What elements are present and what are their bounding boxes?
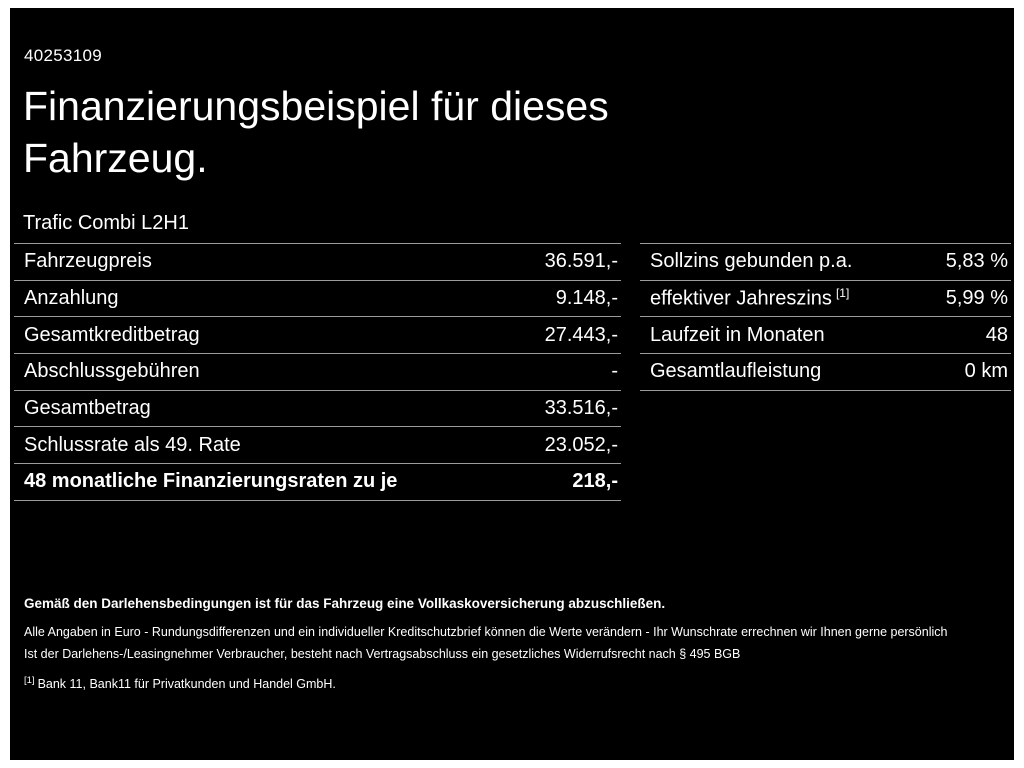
row-value: 36.591,-: [544, 250, 618, 273]
footer-disclaimer: Gemäß den Darlehensbedingungen ist für d…: [24, 596, 1004, 691]
row-label: Abschlussgebühren: [24, 360, 200, 383]
footnote-marker: [1]: [24, 674, 35, 686]
table-row: Schlussrate als 49. Rate 23.052,-: [14, 426, 621, 463]
finance-example-panel: 40253109 Finanzierungsbeispiel für diese…: [10, 8, 1014, 760]
footer-footnote: [1] Bank 11, Bank11 für Privatkunden und …: [24, 675, 1004, 691]
finance-table-right: Sollzins gebunden p.a. 5,83 % effektiver…: [640, 243, 1011, 391]
page-title-line-2: Fahrzeug.: [23, 135, 208, 181]
table-row: Laufzeit in Monaten 48: [640, 316, 1011, 353]
vehicle-model: Trafic Combi L2H1: [23, 212, 189, 234]
row-label: Gesamtlaufleistung: [650, 360, 822, 383]
footer-note-1: Alle Angaben in Euro - Rundungsdifferenz…: [24, 625, 948, 639]
row-label: Gesamtbetrag: [24, 397, 151, 420]
footer-insurance-note: Gemäß den Darlehensbedingungen ist für d…: [24, 596, 666, 611]
table-row: Gesamtbetrag 33.516,-: [14, 389, 621, 427]
row-value: 218,-: [572, 470, 618, 493]
row-value: 5,99 %: [945, 287, 1008, 310]
row-label: effektiver Jahreszins [1]: [650, 286, 850, 310]
table-row: Fahrzeugpreis 36.591,-: [14, 243, 621, 280]
table-row: effektiver Jahreszins [1] 5,99 %: [640, 279, 1011, 317]
table-row-monthly-rate: 48 monatliche Finanzierungsraten zu je 2…: [14, 463, 621, 500]
row-label: Sollzins gebunden p.a.: [650, 250, 853, 273]
table-row: Abschlussgebühren -: [14, 353, 621, 390]
footnote-text: Bank 11, Bank11 für Privatkunden und Han…: [37, 676, 336, 691]
row-label: Laufzeit in Monaten: [650, 323, 825, 346]
footnote-reference: [1]: [835, 286, 850, 301]
table-row: Gesamtkreditbetrag 27.443,-: [14, 316, 621, 353]
row-value: 27.443,-: [544, 323, 618, 346]
footer-note-2: Ist der Darlehens-/Leasingnehmer Verbrau…: [24, 646, 741, 661]
row-value: 23.052,-: [544, 433, 618, 456]
row-label: Anzahlung: [24, 287, 119, 310]
row-value: 33.516,-: [544, 397, 618, 420]
row-label: 48 monatliche Finanzierungsraten zu je: [24, 470, 398, 493]
row-label: Fahrzeugpreis: [24, 250, 152, 273]
row-value: 9.148,-: [555, 287, 618, 310]
page-title: Finanzierungsbeispiel für dieses Fahrzeu…: [23, 80, 609, 184]
row-label: Schlussrate als 49. Rate: [24, 433, 241, 456]
table-row: Sollzins gebunden p.a. 5,83 %: [640, 243, 1011, 280]
table-row: Gesamtlaufleistung 0 km: [640, 353, 1011, 390]
page-title-line-1: Finanzierungsbeispiel für dieses: [23, 83, 609, 129]
row-value: 0 km: [964, 360, 1008, 383]
finance-table-left: Fahrzeugpreis 36.591,- Anzahlung 9.148,-…: [14, 243, 621, 501]
table-row: Anzahlung 9.148,-: [14, 279, 621, 317]
listing-id: 40253109: [24, 46, 103, 65]
row-label: Gesamtkreditbetrag: [24, 323, 200, 346]
row-value: -: [611, 360, 618, 383]
row-value: 48: [985, 323, 1008, 346]
row-value: 5,83 %: [945, 250, 1008, 273]
